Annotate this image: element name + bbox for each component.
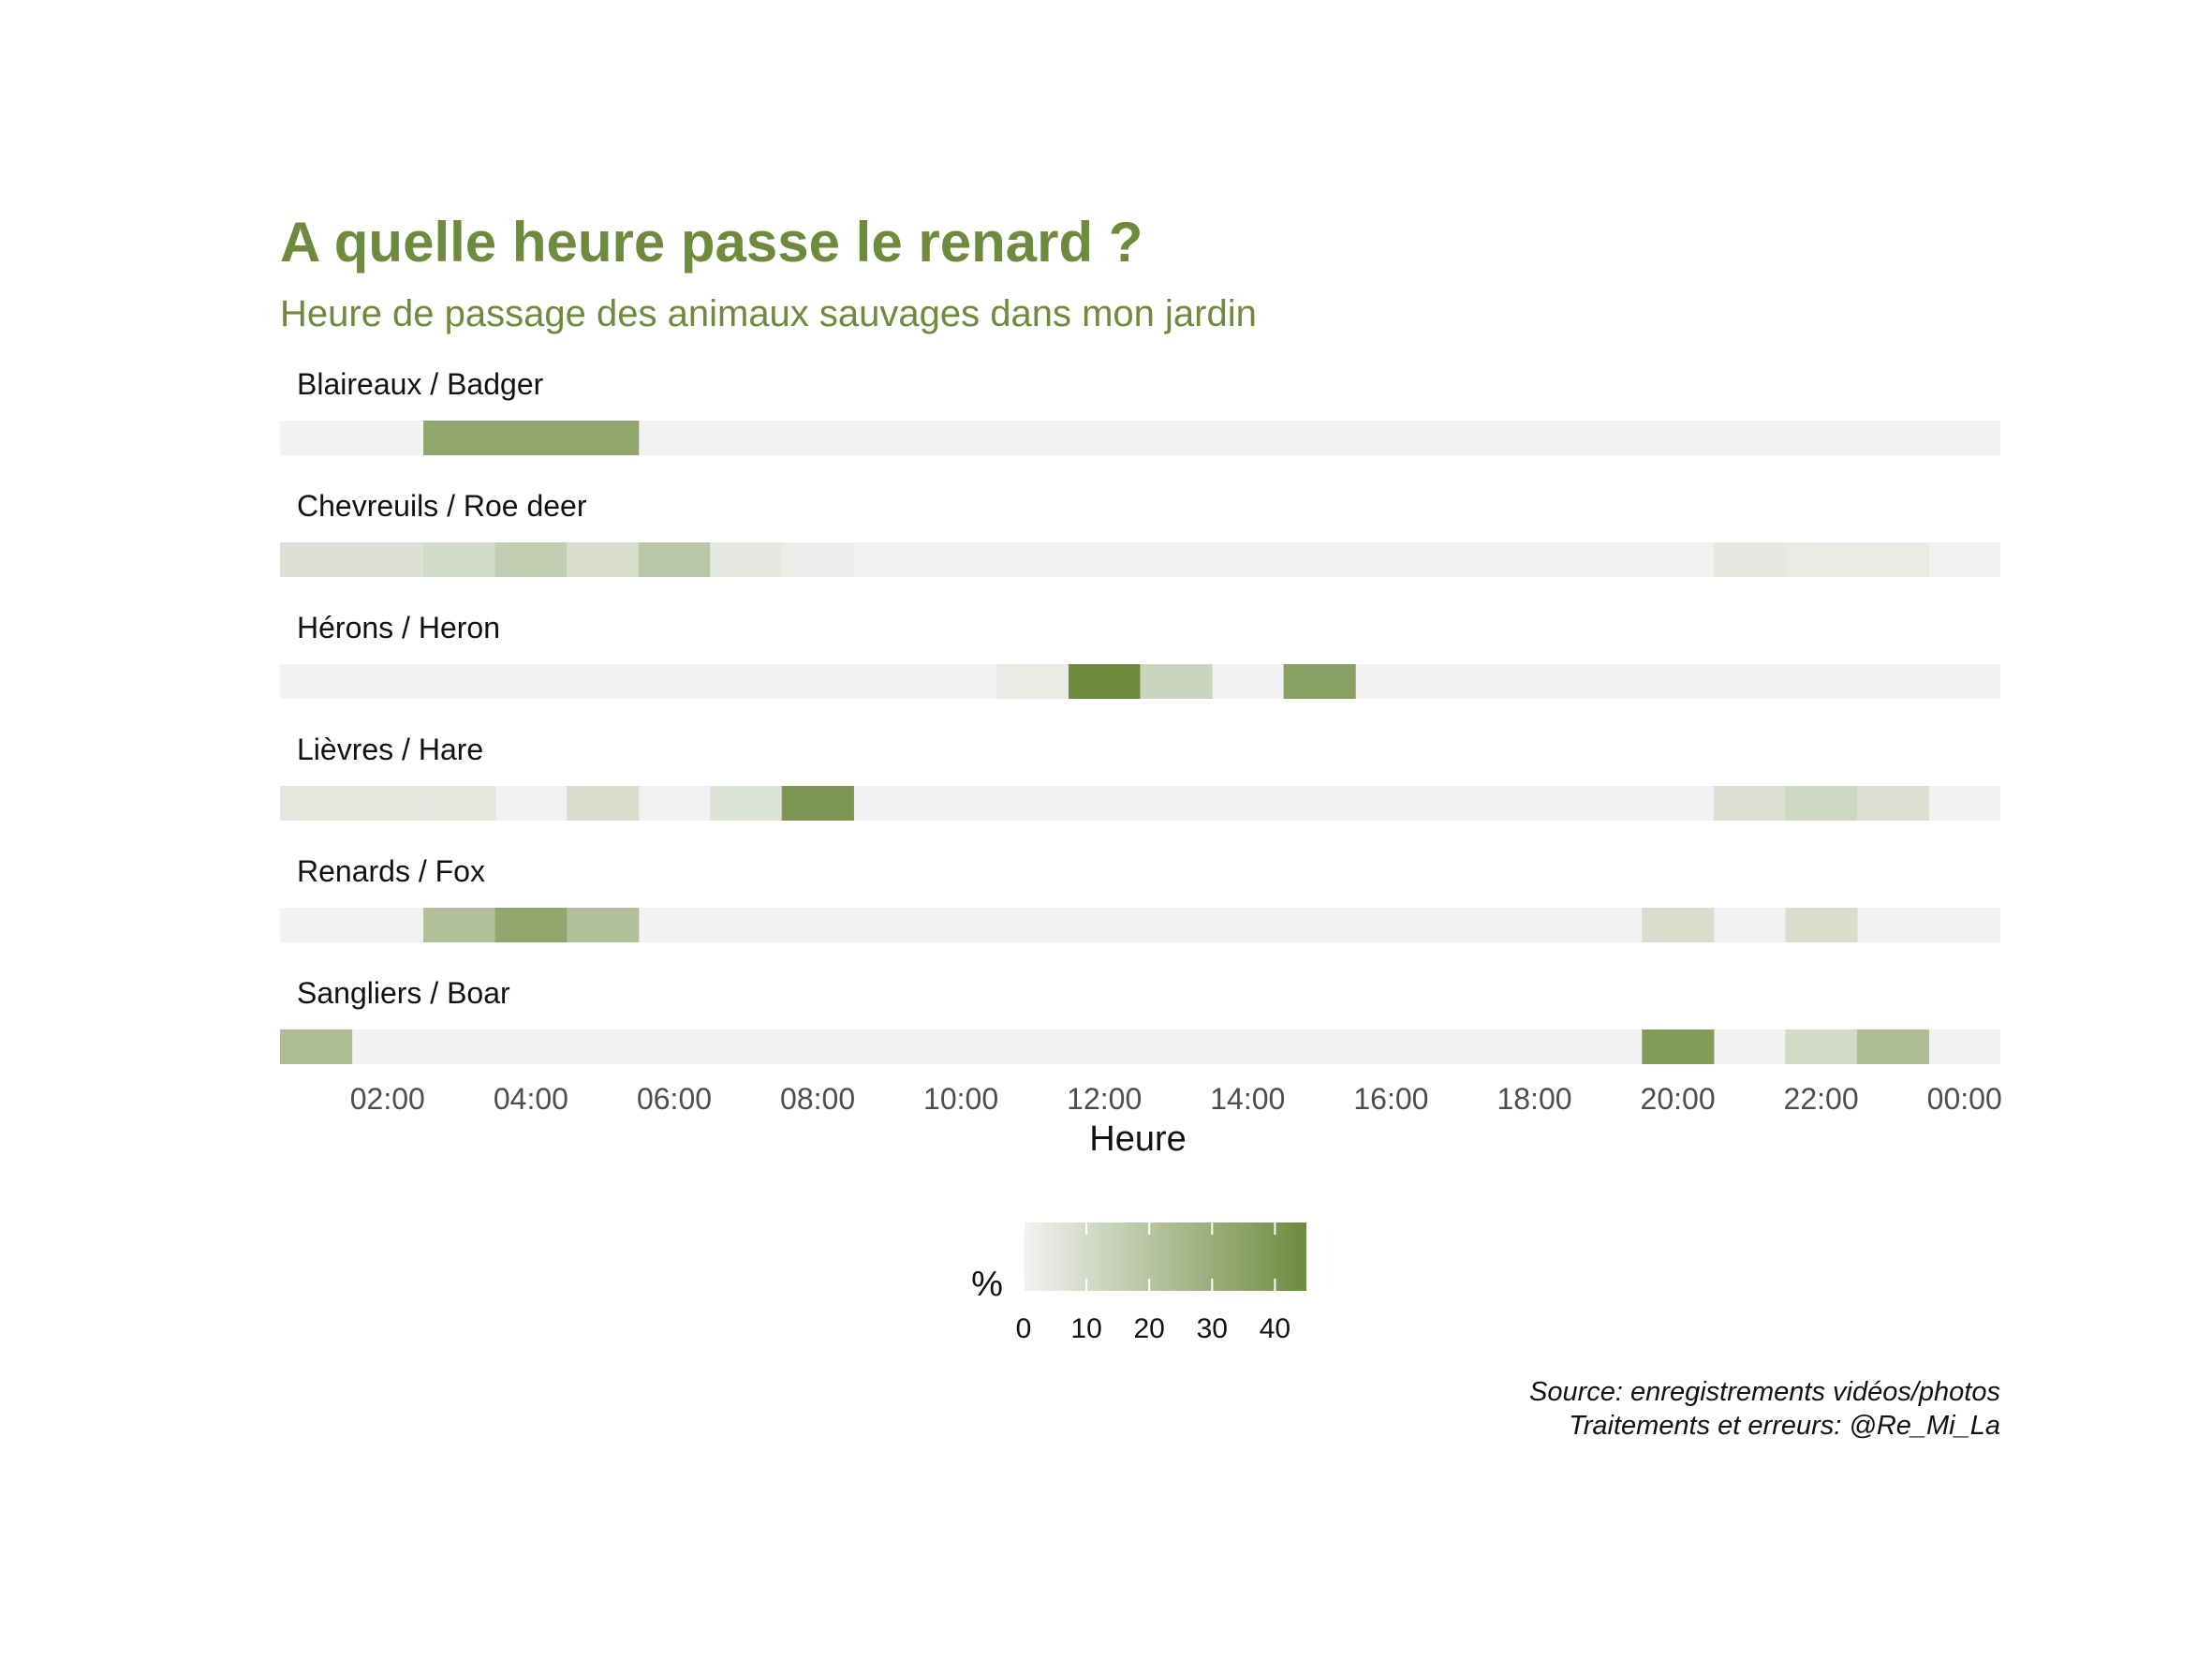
- facet-panel-background: [280, 1029, 2000, 1064]
- x-tick-label: 10:00: [923, 1082, 998, 1116]
- legend-tick-label: 20: [1134, 1313, 1165, 1344]
- chart-title: A quelle heure passe le renard ?: [280, 211, 1143, 274]
- heatmap-cell: [1785, 908, 1858, 942]
- heatmap-cell: [1856, 1029, 1930, 1064]
- heatmap-cell: [1856, 786, 1930, 821]
- heatmap-cell: [423, 786, 496, 821]
- color-legend: % 0 10 20 30 40: [971, 1222, 1306, 1344]
- x-tick-label: 08:00: [780, 1082, 855, 1116]
- heatmap-cell: [494, 542, 568, 577]
- legend-tick-label: 30: [1197, 1313, 1228, 1344]
- x-tick-label: 04:00: [494, 1082, 568, 1116]
- facet-label: Lièvres / Hare: [297, 733, 483, 766]
- heatmap-cell: [567, 786, 640, 821]
- heatmap-cell: [567, 421, 640, 455]
- heatmap-cell: [567, 908, 640, 942]
- facet-panels: Blaireaux / Badger Chevreuils / Roe deer H…: [280, 367, 2000, 1064]
- x-tick-label: 16:00: [1353, 1082, 1428, 1116]
- x-tick-label: 22:00: [1784, 1082, 1859, 1116]
- heatmap-cell: [638, 542, 711, 577]
- facet-2: Hérons / Heron: [280, 611, 2000, 699]
- heatmap-cell: [1785, 1029, 1858, 1064]
- heatmap-cell: [1785, 542, 1858, 577]
- heatmap-cell: [1785, 786, 1858, 821]
- x-axis-title: Heure: [1089, 1119, 1187, 1159]
- heatmap-cell: [1642, 1029, 1715, 1064]
- heatmap-cell: [710, 542, 783, 577]
- facet-4: Renards / Fox: [280, 854, 2000, 942]
- heatmap-cell: [710, 786, 783, 821]
- x-tick-label: 12:00: [1067, 1082, 1142, 1116]
- legend-tick-label: 40: [1260, 1313, 1290, 1344]
- heatmap-cell: [1140, 664, 1213, 699]
- legend-colorbar: [1024, 1222, 1306, 1291]
- x-tick-label: 14:00: [1210, 1082, 1285, 1116]
- legend-tick-label: 0: [1016, 1313, 1032, 1344]
- facet-label: Hérons / Heron: [297, 611, 500, 644]
- heatmap-cell: [781, 786, 854, 821]
- caption: Source: enregistrements vidéos/photos Tr…: [1529, 1377, 2000, 1441]
- x-axis: 02:00 04:00 06:00 08:00 10:00 12:00 14:00 16:00…: [350, 1082, 2002, 1116]
- legend-ticks: 0 10 20 30 40: [1016, 1222, 1290, 1344]
- heatmap-cell: [1068, 664, 1142, 699]
- heatmap-cell: [1856, 542, 1930, 577]
- heatmap-cell: [423, 908, 496, 942]
- facet-5: Sangliers / Boar: [280, 976, 2000, 1064]
- chart-subtitle: Heure de passage des animaux sauvages da…: [280, 293, 1257, 334]
- facet-label: Chevreuils / Roe deer: [297, 489, 587, 523]
- heatmap-cell: [280, 1029, 353, 1064]
- facet-label: Sangliers / Boar: [297, 976, 510, 1010]
- heatmap-cell: [280, 542, 353, 577]
- heatmap-cell: [351, 786, 424, 821]
- facet-label: Blaireaux / Badger: [297, 367, 544, 401]
- heatmap-cell: [494, 908, 568, 942]
- x-tick-label: 02:00: [350, 1082, 425, 1116]
- heatmap-cell: [423, 421, 496, 455]
- x-tick-label: 00:00: [1927, 1082, 2002, 1116]
- heatmap-cell: [494, 421, 568, 455]
- heatmap-cell: [1713, 542, 1786, 577]
- caption-source: Source: enregistrements vidéos/photos: [1529, 1377, 2000, 1407]
- heatmap-cell: [1283, 664, 1356, 699]
- facet-3: Lièvres / Hare: [280, 733, 2000, 821]
- facet-label: Renards / Fox: [297, 854, 485, 888]
- heatmap-cell: [351, 542, 424, 577]
- heatmap-cell: [996, 664, 1069, 699]
- heatmap-cell: [423, 542, 496, 577]
- heatmap-cell: [1713, 786, 1786, 821]
- facet-1: Chevreuils / Roe deer: [280, 489, 2000, 577]
- legend-tick-label: 10: [1070, 1313, 1101, 1344]
- x-tick-label: 18:00: [1497, 1082, 1571, 1116]
- facet-0: Blaireaux / Badger: [280, 367, 2000, 455]
- legend-title: %: [971, 1265, 1003, 1304]
- heatmap-cell: [567, 542, 640, 577]
- heatmap-cell: [1642, 908, 1715, 942]
- x-tick-label: 20:00: [1641, 1082, 1716, 1116]
- heatmap-cell: [280, 786, 353, 821]
- caption-credit: Traitements et erreurs: @Re_Mi_La: [1569, 1411, 2000, 1441]
- heatmap-cell: [781, 542, 854, 577]
- x-tick-label: 06:00: [637, 1082, 712, 1116]
